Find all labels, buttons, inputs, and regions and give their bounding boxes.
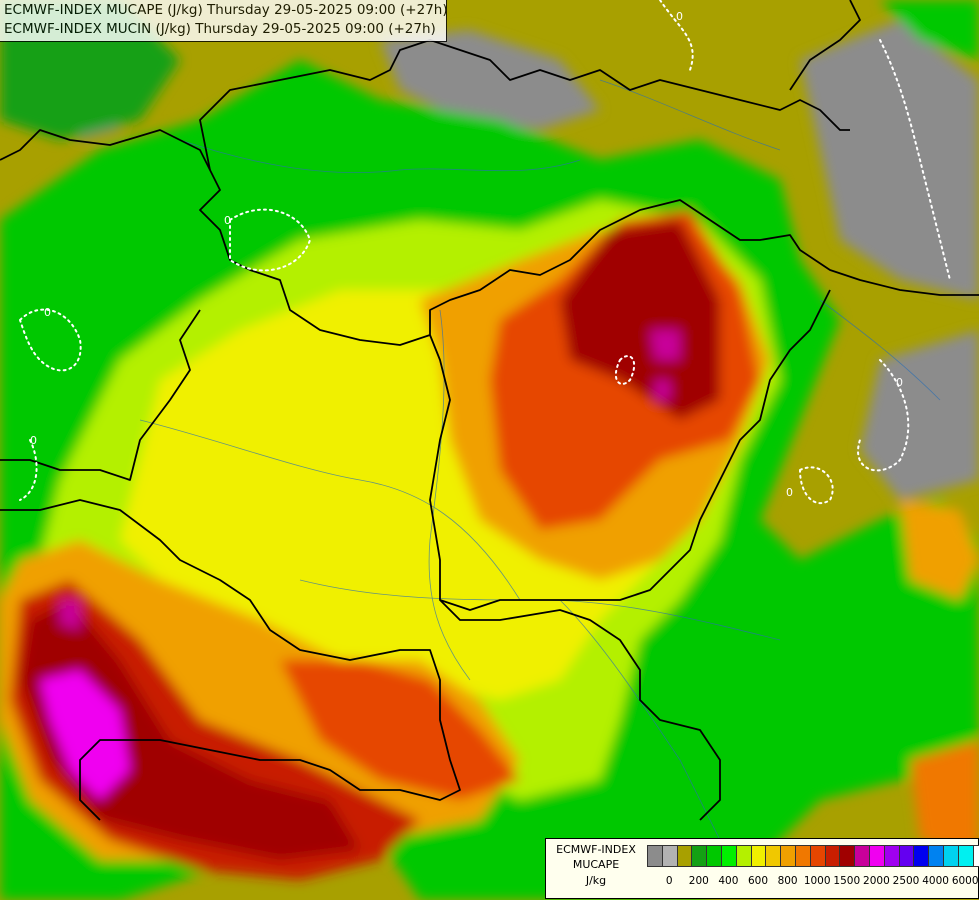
legend-swatch bbox=[869, 845, 885, 867]
legend-tick-label: 1000 bbox=[803, 875, 831, 887]
legend-swatch bbox=[750, 845, 767, 867]
region-magenta-sw bbox=[40, 670, 130, 800]
legend-swatch bbox=[721, 845, 737, 867]
legend-title-source: ECMWF-INDEX bbox=[556, 843, 636, 856]
border-b bbox=[429, 289, 831, 611]
title-line-mucin: ECMWF-INDEX MUCIN (J/kg) Thursday 29-05-… bbox=[4, 21, 436, 37]
legend-swatch bbox=[661, 845, 678, 867]
title-line-mucape: ECMWF-INDEX MUCAPE (J/kg) Thursday 29-05… bbox=[4, 2, 448, 18]
legend-swatch bbox=[780, 845, 796, 867]
cin-zero-contours bbox=[19, 0, 951, 505]
contour-5 bbox=[857, 359, 910, 472]
border-a bbox=[0, 129, 979, 346]
legend-swatch bbox=[735, 845, 752, 867]
region-magenta-nw bbox=[60, 600, 80, 630]
contour-3 bbox=[659, 0, 694, 71]
contour-labels: 0 0 0 0 0 0 bbox=[30, 10, 903, 499]
river-1 bbox=[139, 419, 521, 601]
legend-swatch bbox=[647, 845, 663, 867]
legend-tick-label: 2500 bbox=[892, 875, 920, 887]
legend-tick-label: 600 bbox=[747, 875, 769, 887]
river-2 bbox=[428, 309, 471, 681]
region-red-s bbox=[280, 660, 520, 800]
legend-swatch bbox=[943, 845, 959, 867]
legend-swatch bbox=[691, 845, 708, 867]
contour-label: 0 bbox=[30, 434, 37, 447]
border-d bbox=[439, 599, 721, 821]
contour-8 bbox=[799, 466, 834, 505]
legend-swatch bbox=[706, 845, 722, 867]
contour-2 bbox=[229, 208, 312, 272]
region-grey-ne bbox=[800, 20, 979, 300]
border-g bbox=[789, 0, 861, 91]
legend-tick-label: 2000 bbox=[863, 875, 890, 887]
legend-swatch bbox=[957, 845, 974, 867]
contour-label: 0 bbox=[224, 214, 231, 227]
legend-swatch bbox=[795, 845, 811, 867]
contour-7 bbox=[614, 355, 636, 385]
color-legend: ECMWF-INDEX MUCAPE J/kg 0 200 400 600 800 100… bbox=[545, 838, 979, 899]
contour-label: 0 bbox=[676, 10, 683, 23]
legend-tick-label: 0 bbox=[665, 875, 673, 887]
region-darkred-ne bbox=[560, 220, 720, 420]
border-c bbox=[0, 499, 461, 821]
legend-unit: J/kg bbox=[585, 874, 607, 887]
legend-swatch bbox=[898, 845, 915, 867]
contour-label: 0 bbox=[786, 486, 793, 499]
legend-tick-label: 4000 bbox=[922, 875, 949, 887]
legend-title-param: MUCAPE bbox=[572, 858, 620, 871]
river-6 bbox=[599, 79, 781, 151]
legend-tick-label: 1500 bbox=[833, 875, 861, 887]
legend-swatch bbox=[854, 845, 870, 867]
region-orange-se bbox=[910, 740, 979, 860]
legend-tick-label: 6000 bbox=[951, 875, 979, 887]
legend-swatch bbox=[809, 845, 826, 867]
legend-swatch bbox=[972, 845, 979, 867]
border-e bbox=[199, 39, 850, 171]
legend-swatch bbox=[676, 845, 693, 867]
region-magenta-ne2 bbox=[655, 380, 670, 400]
river-5 bbox=[179, 139, 581, 174]
region-magenta-ne bbox=[650, 330, 680, 360]
legend-swatch bbox=[928, 845, 944, 867]
legend-tick-label: 800 bbox=[777, 875, 798, 887]
region-grey-n1 bbox=[380, 30, 600, 130]
legend-swatch bbox=[913, 845, 930, 867]
contour-label: 0 bbox=[896, 376, 903, 389]
region-orange-e bbox=[900, 500, 979, 600]
contour-1 bbox=[19, 308, 82, 372]
legend-tick-label: 400 bbox=[718, 875, 739, 887]
map-title-box: ECMWF-INDEX MUCAPE (J/kg) Thursday 29-05… bbox=[0, 0, 448, 42]
legend-tick-label: 200 bbox=[688, 875, 709, 887]
region-green-ne bbox=[880, 0, 979, 60]
contour-6 bbox=[19, 439, 38, 501]
legend-swatch bbox=[839, 845, 856, 867]
contour-label: 0 bbox=[44, 306, 51, 319]
country-borders bbox=[0, 0, 979, 821]
legend-swatch bbox=[824, 845, 841, 867]
contour-4 bbox=[879, 39, 951, 281]
river-7 bbox=[819, 299, 941, 401]
legend-swatch bbox=[765, 845, 782, 867]
legend-swatch bbox=[883, 845, 900, 867]
region-grey-e bbox=[860, 330, 979, 500]
border-f bbox=[0, 309, 201, 481]
